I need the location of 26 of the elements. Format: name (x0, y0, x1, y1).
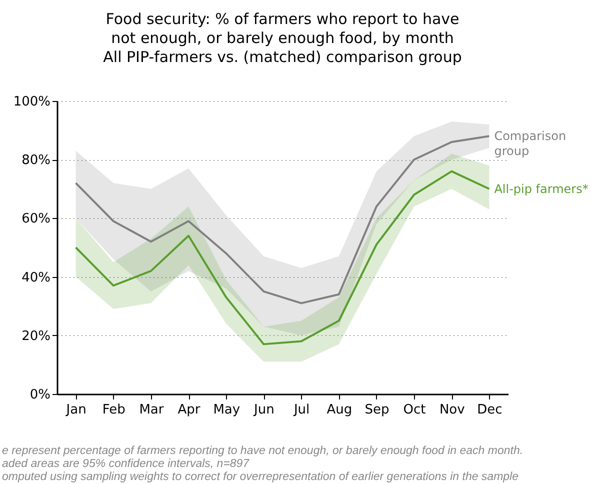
x-tick-label: Oct (403, 402, 426, 418)
series-label: Comparison group (494, 129, 566, 158)
chart-title: Food security: % of farmers who report to have not enough, or barely enough food, by month All PIP-farmers vs. (matched) comparison group (103, 10, 462, 66)
x-tick-label: Feb (102, 402, 126, 418)
text: omputed using sampling weights to correct for overrepresentation of earlier generations in the sample (2, 471, 519, 483)
y-tick-label: 100% (13, 94, 50, 110)
y-tick-label: 60% (22, 212, 50, 227)
y-tick-label: 40% (22, 270, 50, 286)
x-tick-label: Aug (326, 402, 352, 418)
series-label: All-pip farmers* (494, 182, 588, 196)
text: aded areas are 95% confidence intervals, n=897 (2, 458, 250, 470)
y-tick-label: 0% (30, 388, 50, 402)
line-series (74, 135, 490, 304)
line-series (74, 170, 490, 346)
x-tick-label: Jun (253, 402, 274, 418)
x-tick-label: Jan (65, 402, 86, 418)
x-tick-label: Mar (139, 402, 164, 418)
x-tick-label: Nov (439, 402, 466, 418)
y-tick-label: 20% (22, 328, 50, 344)
text: e represent percentage of farmers reporting to have not enough, or barely enough food in each month. (2, 445, 524, 457)
x-tick-label: Jul (292, 402, 310, 418)
x-tick-label: Dec (477, 402, 502, 418)
x-tick-label: Apr (178, 402, 201, 418)
x-tick-label: Sep (364, 402, 390, 418)
y-tick-label: 80% (22, 153, 50, 168)
x-tick-label: May (213, 402, 240, 418)
